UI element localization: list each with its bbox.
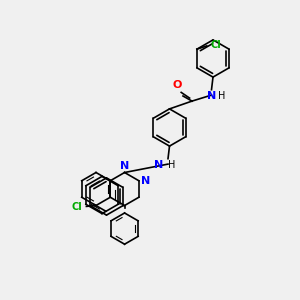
- Text: N: N: [154, 160, 164, 170]
- Text: H: H: [218, 91, 226, 101]
- Text: H: H: [168, 160, 176, 170]
- Text: N: N: [141, 176, 151, 186]
- Text: O: O: [172, 80, 182, 90]
- Text: N: N: [207, 91, 216, 101]
- Text: N: N: [120, 161, 129, 171]
- Text: Cl: Cl: [210, 40, 221, 50]
- Text: Cl: Cl: [72, 202, 83, 212]
